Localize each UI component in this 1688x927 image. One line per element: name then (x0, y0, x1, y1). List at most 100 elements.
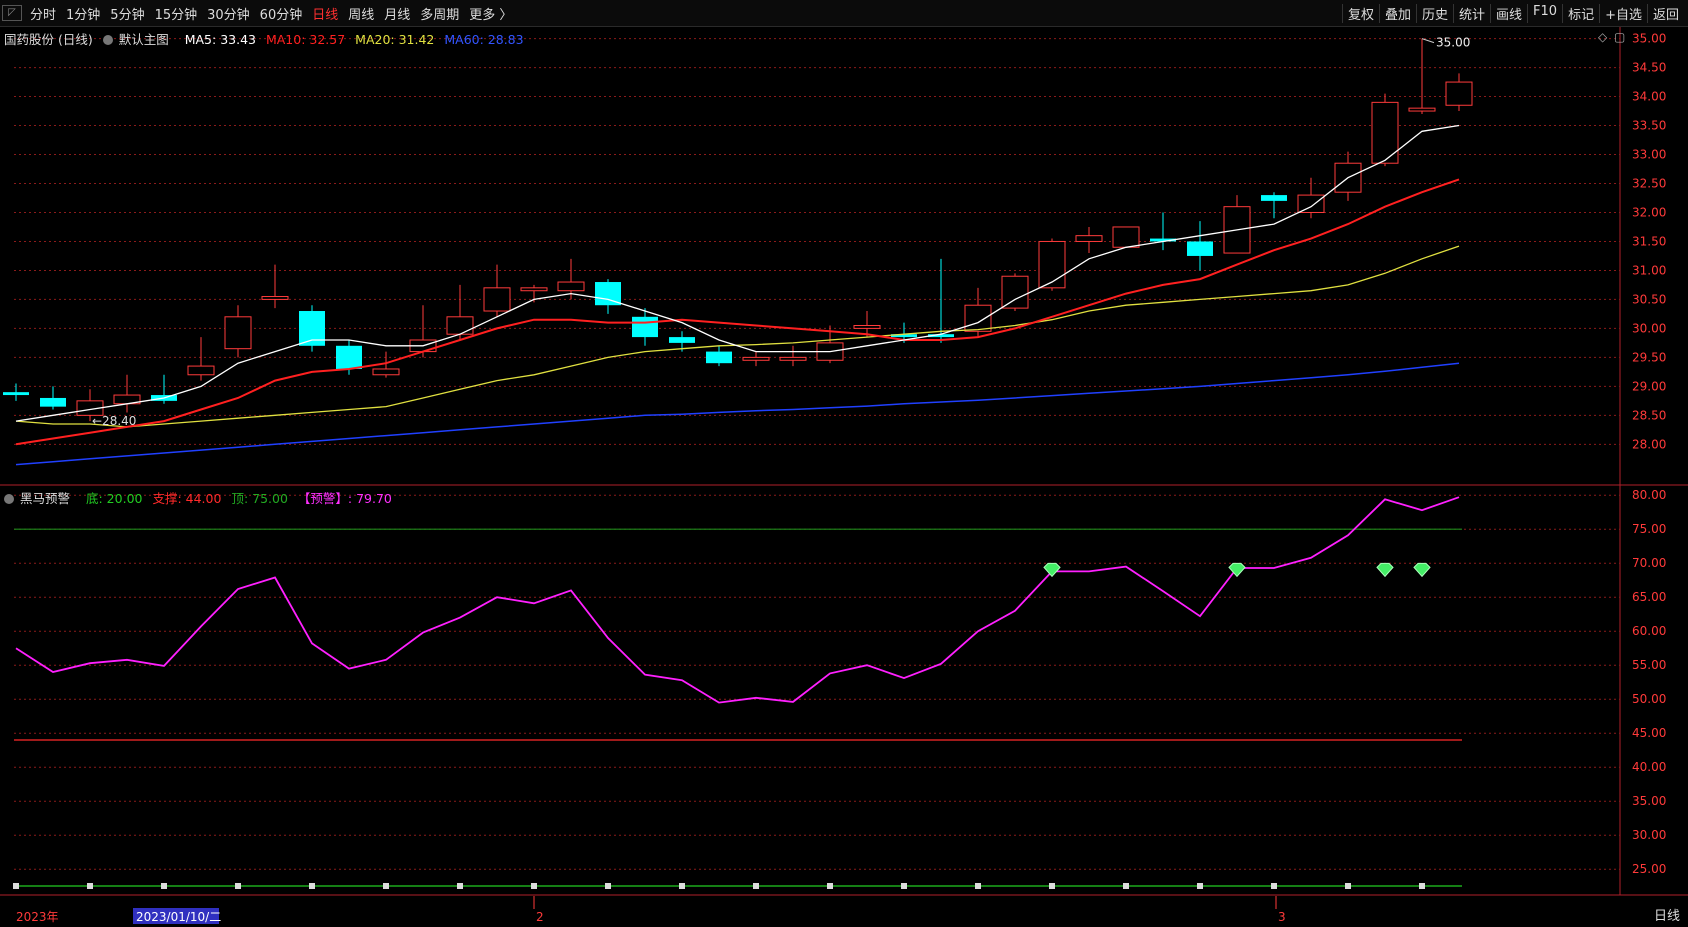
bottom-marker (457, 883, 463, 889)
indicator-toggle-icon[interactable] (4, 494, 14, 504)
indicator-tick-label: 45.00 (1632, 726, 1666, 740)
tool-button-3[interactable]: 统计 (1453, 4, 1490, 23)
bottom-marker (13, 883, 19, 889)
candle (299, 305, 325, 352)
period-tab-2[interactable]: 5分钟 (110, 7, 145, 23)
period-tab-4[interactable]: 30分钟 (207, 7, 250, 23)
candle (706, 345, 732, 367)
candle (372, 351, 400, 378)
bottom-marker (679, 883, 685, 889)
candle (1445, 73, 1473, 112)
indicator-title[interactable]: 黑马预警 (4, 491, 76, 506)
period-tab-1[interactable]: 1分钟 (66, 7, 101, 23)
indicator-tick-label: 70.00 (1632, 556, 1666, 570)
candle-body (891, 334, 917, 338)
tool-button-0[interactable]: 复权 (1341, 4, 1379, 23)
cursor-date-box (133, 908, 219, 924)
candle-body (483, 287, 511, 312)
warn-value: 【预警】: 79.70 (297, 491, 392, 506)
period-tab-3[interactable]: 15分钟 (154, 7, 198, 23)
tool-buttons: 复权 叠加 历史 统计 画线 F10 标记 +自选 返回 (1341, 4, 1684, 23)
candle (1001, 273, 1029, 312)
candle-body (928, 334, 954, 338)
top-toolbar: ◸ 分时 1分钟 5分钟 15分钟 30分钟 60分钟 日线 周线 月线 多周期 更多 〉 复权 叠加… (0, 0, 1688, 27)
tool-button-1[interactable]: 叠加 (1378, 4, 1416, 23)
main-legend: 国药股份 (日线) 默认主图 MA5: 33.43 MA10: 32.57 MA… (4, 29, 530, 48)
bottom-marker (827, 883, 833, 889)
indicator-name: 黑马预警 (20, 491, 71, 506)
candle (928, 258, 954, 343)
ma10-line (15, 178, 1460, 446)
bottom-marker (753, 883, 759, 889)
tool-button-6[interactable]: 标记 (1562, 4, 1599, 23)
month-label: 3 (1278, 910, 1286, 924)
price-tick-label: 30.50 (1632, 292, 1666, 306)
price-tick-label: 28.00 (1632, 437, 1666, 451)
bottom-marker (235, 883, 241, 889)
tool-button-8[interactable]: 返回 (1646, 4, 1684, 23)
candle (557, 258, 585, 300)
candle-body (1261, 195, 1287, 201)
tool-button-7[interactable]: +自选 (1599, 4, 1647, 23)
annotation-pointer (1421, 38, 1435, 44)
window-icon: ▢ (1614, 30, 1625, 44)
indicator-tick-label: 30.00 (1632, 828, 1666, 842)
price-tick-label: 32.50 (1632, 176, 1666, 190)
template-toggle-icon[interactable] (102, 35, 113, 45)
price-tick-label: 32.00 (1632, 205, 1666, 219)
window-menu-icon[interactable]: ◸ (2, 5, 22, 21)
candle (1038, 238, 1066, 291)
warning-diamond (1413, 562, 1431, 578)
ma60-label: MA60: 28.83 (444, 32, 524, 47)
warning-diamond (1043, 562, 1061, 578)
candle-body (446, 316, 474, 335)
bottom-marker (309, 883, 315, 889)
warning-diamond (1228, 562, 1246, 578)
period-tab-6[interactable]: 日线 (312, 7, 339, 23)
candle-body (336, 345, 362, 369)
candle-body (1150, 238, 1176, 242)
price-tick-label: 31.00 (1632, 263, 1666, 277)
candle (1150, 212, 1176, 251)
tool-button-2[interactable]: 历史 (1415, 4, 1453, 23)
indicator-tick-label: 55.00 (1632, 658, 1666, 672)
price-tick-label: 34.00 (1632, 90, 1666, 104)
indicator-tick-label: 50.00 (1632, 692, 1666, 706)
bottom-marker (1271, 883, 1277, 889)
candle-body (372, 368, 400, 376)
candle (779, 345, 807, 367)
indicator-tick-label: 35.00 (1632, 794, 1666, 808)
candle (1187, 221, 1213, 271)
candle-body (632, 316, 658, 338)
period-tabs: 分时 1分钟 5分钟 15分钟 30分钟 60分钟 日线 周线 月线 多周期 更多 〉 (30, 4, 522, 23)
candle-body (742, 356, 770, 361)
pin-icon: ◇ (1598, 30, 1608, 44)
ma5-label: MA5: 33.43 (184, 32, 256, 47)
template-label[interactable]: 默认主图 (102, 32, 175, 47)
bottom-marker (605, 883, 611, 889)
period-tab-9[interactable]: 多周期 (420, 7, 460, 23)
tool-button-5[interactable]: F10 (1527, 4, 1562, 23)
period-tab-0[interactable]: 分时 (30, 7, 57, 23)
candle (1075, 226, 1103, 254)
candle-body (779, 356, 807, 361)
candle (964, 287, 992, 338)
tool-button-4[interactable]: 画线 (1490, 4, 1527, 23)
period-tab-7[interactable]: 周线 (348, 7, 375, 23)
period-tab-8[interactable]: 月线 (384, 7, 411, 23)
candle-body (706, 351, 732, 364)
candle (1261, 192, 1287, 219)
bottom-marker (975, 883, 981, 889)
candle-body (3, 392, 29, 396)
period-tab-5[interactable]: 60分钟 (259, 7, 303, 23)
cursor-date: 2023/01/10/二 (136, 910, 221, 924)
candle (1408, 38, 1436, 114)
candle (853, 311, 881, 338)
price-tick-label: 31.50 (1632, 234, 1666, 248)
bottom-marker (87, 883, 93, 889)
period-tab-10[interactable]: 更多 〉 (469, 7, 513, 23)
bottom-marker (1049, 883, 1055, 889)
candle-body (1371, 101, 1399, 164)
candle-body (557, 281, 585, 292)
support-value: 支撑: 44.00 (152, 491, 222, 506)
